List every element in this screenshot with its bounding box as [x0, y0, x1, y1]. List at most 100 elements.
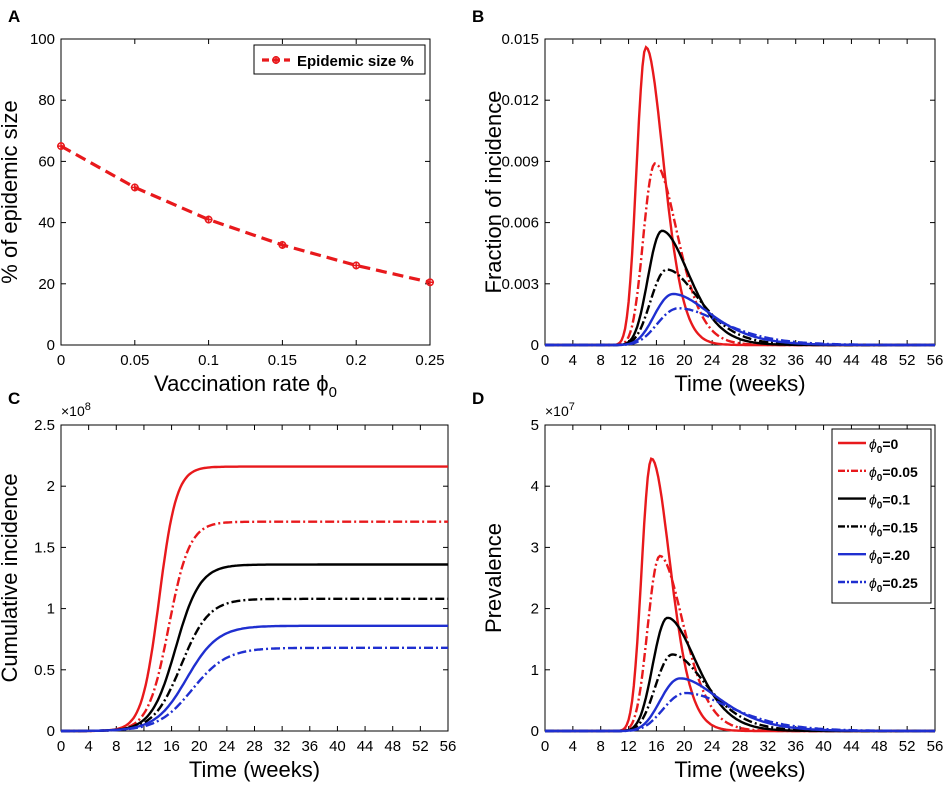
x-tick-label: 28 — [732, 738, 749, 755]
x-tick-label: 8 — [597, 738, 605, 755]
y-tick-label: 0.5 — [34, 662, 55, 679]
x-tick-label: 40 — [815, 352, 832, 369]
y-tick-label: 20 — [38, 276, 55, 293]
y-tick-label: 0.015 — [501, 31, 539, 48]
y-tick-label: 0 — [47, 337, 55, 354]
series-line-2 — [61, 563, 448, 733]
x-tick-label: 56 — [927, 352, 944, 369]
y-tick-label: 0.003 — [501, 276, 539, 293]
x-tick-label: 44 — [843, 352, 860, 369]
series-line-5 — [545, 691, 935, 733]
x-tick-label: 0 — [57, 352, 65, 369]
x-tick-label: 56 — [927, 738, 944, 755]
legend-label: ϕ0=0.25 — [869, 575, 918, 595]
y-tick-label: 4 — [531, 478, 539, 495]
y-tick-label: 40 — [38, 215, 55, 232]
legend: Epidemic size % — [253, 44, 426, 75]
y-tick-label: 5 — [531, 417, 539, 434]
x-tick-label: 0.2 — [346, 352, 367, 369]
data-point — [204, 215, 213, 224]
series-line-4 — [61, 624, 448, 733]
y-tick-label: 0.012 — [501, 92, 539, 109]
x-tick-label: 4 — [569, 352, 577, 369]
series-line-2 — [545, 229, 935, 347]
legend-label: ϕ0=.20 — [869, 547, 910, 567]
y-tick-label: 60 — [38, 153, 55, 170]
x-tick-label: 48 — [871, 352, 888, 369]
series-line-4 — [545, 677, 935, 733]
x-tick-label: 0.25 — [415, 352, 444, 369]
y-axis-label: % of epidemic size — [0, 100, 22, 283]
x-tick-label: 20 — [676, 738, 693, 755]
y-tick-label: 0 — [531, 337, 539, 354]
x-tick-label: 40 — [815, 738, 832, 755]
x-tick-label: 32 — [760, 738, 777, 755]
x-tick-label: 12 — [620, 352, 637, 369]
x-tick-label: 0 — [541, 352, 549, 369]
x-tick-label: 4 — [569, 738, 577, 755]
panel-label: B — [472, 7, 484, 26]
x-tick-label: 48 — [384, 738, 401, 755]
y-tick-label: 0 — [47, 723, 55, 740]
x-axis-label: Vaccination rate ϕ0 — [154, 371, 337, 401]
x-tick-label: 20 — [676, 352, 693, 369]
y-axis-label: Prevalence — [481, 523, 506, 633]
y-tick-label: 1.5 — [34, 539, 55, 556]
x-tick-label: 20 — [191, 738, 208, 755]
data-point — [278, 240, 287, 249]
y-tick-label: 0 — [531, 723, 539, 740]
y-tick-label: 1 — [47, 601, 55, 618]
x-tick-label: 16 — [648, 738, 665, 755]
x-tick-label: 0.15 — [268, 352, 297, 369]
y-tick-label: 3 — [531, 539, 539, 556]
axes-frame — [60, 38, 431, 346]
x-tick-label: 28 — [732, 352, 749, 369]
legend: ϕ0=0 ϕ0=0.05 ϕ0=0.1 ϕ0=0.15 ϕ0=.20 ϕ0=0.25 — [831, 428, 932, 604]
panel-B: B0 4 8 12 16 20 24 28 32 36 40 44 48 52 5600.0030.0060… — [472, 7, 943, 396]
x-tick-label: 28 — [246, 738, 263, 755]
x-tick-label: 24 — [704, 352, 721, 369]
x-axis-label: Time (weeks) — [674, 371, 805, 396]
x-tick-label: 0 — [541, 738, 549, 755]
x-tick-label: 40 — [329, 738, 346, 755]
x-tick-label: 48 — [871, 738, 888, 755]
series-line-3 — [545, 268, 935, 347]
scale-label: ×107 — [545, 401, 575, 419]
x-tick-label: 44 — [357, 738, 374, 755]
legend-label: ϕ0=0.15 — [869, 519, 918, 539]
x-tick-label: 0.1 — [198, 352, 219, 369]
x-tick-label: 12 — [136, 738, 153, 755]
x-tick-label: 36 — [787, 738, 804, 755]
series-line-0 — [545, 45, 935, 347]
y-tick-label: 100 — [30, 31, 55, 48]
x-tick-label: 52 — [412, 738, 429, 755]
y-tick-label: 0.009 — [501, 153, 539, 170]
legend-label: ϕ0=0.05 — [869, 464, 918, 484]
panel-label: A — [8, 7, 20, 26]
y-tick-label: 2.5 — [34, 417, 55, 434]
x-tick-label: 0.05 — [120, 352, 149, 369]
x-tick-label: 16 — [163, 738, 180, 755]
series-line-5 — [545, 307, 935, 347]
series-line-3 — [61, 597, 448, 733]
x-tick-label: 8 — [597, 352, 605, 369]
x-tick-label: 12 — [620, 738, 637, 755]
series-line-0 — [61, 465, 448, 733]
y-axis-label: Cumulative incidence — [0, 473, 22, 682]
y-tick-label: 0.006 — [501, 215, 539, 232]
y-tick-label: 80 — [38, 92, 55, 109]
data-point — [130, 183, 139, 192]
legend-label: Epidemic size % — [297, 53, 414, 70]
data-point — [57, 142, 65, 151]
x-tick-label: 56 — [440, 738, 457, 755]
y-tick-label: 1 — [531, 662, 539, 679]
x-tick-label: 24 — [219, 738, 236, 755]
x-axis-label: Time (weeks) — [674, 757, 805, 782]
legend-box — [253, 44, 426, 75]
legend-label: ϕ0=0 — [869, 436, 899, 456]
data-point — [352, 261, 361, 270]
x-tick-label: 0 — [57, 738, 65, 755]
legend-label: ϕ0=0.1 — [869, 492, 910, 512]
series-line-2 — [545, 616, 935, 733]
